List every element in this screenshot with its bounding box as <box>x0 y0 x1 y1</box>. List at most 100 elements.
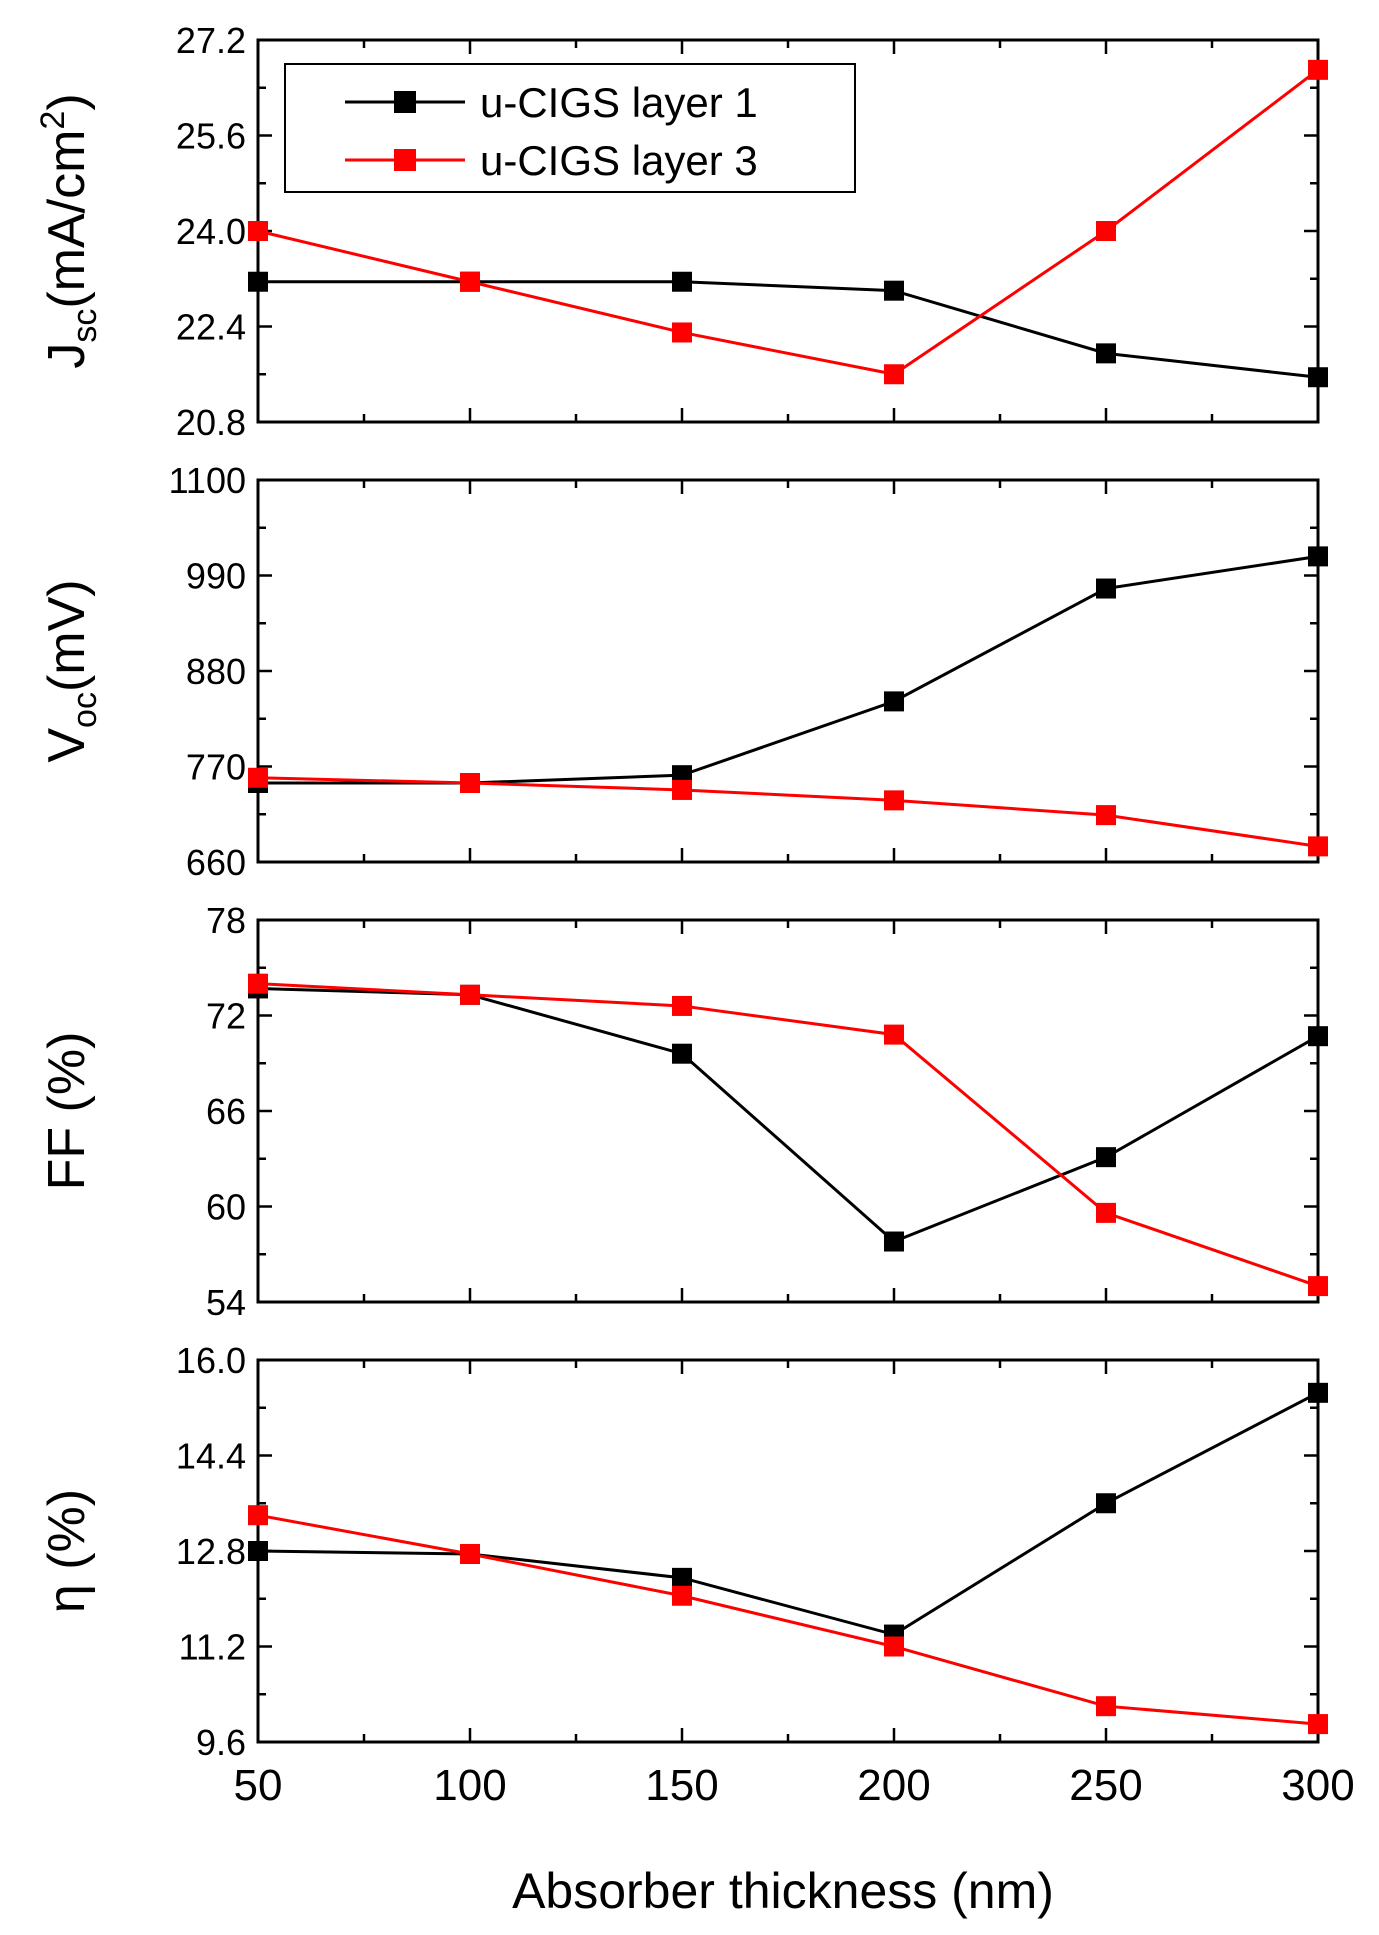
data-point-eta-2 <box>248 1505 268 1526</box>
data-point-eta-2 <box>884 1636 904 1657</box>
data-point-ff-2 <box>460 984 480 1005</box>
y-tick-label-jsc: 22.4 <box>176 307 246 348</box>
data-point-ff-2 <box>1308 1276 1328 1297</box>
data-point-ff-2 <box>1096 1202 1116 1223</box>
data-point-voc-2 <box>248 767 268 788</box>
y-label-main: FF (%) <box>38 1032 96 1191</box>
data-point-eta-1 <box>1308 1382 1328 1403</box>
y-tick-label-voc: 990 <box>186 556 246 597</box>
series-line-ff-1 <box>257 986 1319 1244</box>
data-point-jsc-1 <box>884 280 904 301</box>
plot-frame-voc <box>256 478 1320 864</box>
data-point-jsc-2 <box>884 364 904 385</box>
y-label-rest: (mV) <box>38 579 96 692</box>
x-tick-label: 250 <box>1069 1761 1142 1810</box>
legend-label-series-1: u-CIGS layer 1 <box>480 79 758 126</box>
y-tick-label-ff: 54 <box>206 1282 246 1323</box>
panel-eta: 9.6 11.2 12.8 14.4 16.0 η (%) <box>38 1340 1328 1763</box>
data-point-eta-2 <box>1096 1696 1116 1717</box>
data-point-eta-1 <box>672 1567 692 1588</box>
legend: u-CIGS layer 1 u-CIGS layer 3 <box>284 63 856 193</box>
data-point-eta-1 <box>248 1541 268 1561</box>
series-line-jsc-1 <box>258 280 1319 379</box>
data-point-voc-2 <box>1096 805 1116 826</box>
y-tick-label-eta: 11.2 <box>179 1627 246 1668</box>
y-label-end: ) <box>38 93 96 110</box>
data-point-ff-1 <box>1308 1026 1328 1047</box>
data-point-jsc-1 <box>1096 343 1116 364</box>
y-tick-label-voc: 770 <box>186 747 246 788</box>
data-point-jsc-1 <box>1308 367 1328 388</box>
data-point-ff-2 <box>672 995 692 1016</box>
legend-box <box>284 63 856 193</box>
data-point-voc-1 <box>1308 546 1328 567</box>
y-tick-label-ff: 72 <box>206 996 246 1037</box>
data-point-voc-2 <box>1308 836 1328 857</box>
y-label-rest: (mA/cm <box>38 130 96 309</box>
y-tick-label-jsc: 20.8 <box>176 402 246 443</box>
data-point-voc-2 <box>884 790 904 811</box>
y-axis-label-eta: η (%) <box>38 1489 96 1613</box>
data-point-voc-1 <box>1096 578 1116 599</box>
data-point-jsc-1 <box>672 271 692 292</box>
y-tick-label-voc: 1100 <box>169 460 246 501</box>
data-point-jsc-2 <box>1096 221 1116 241</box>
data-point-ff-2 <box>248 973 268 994</box>
y-label-subscript: oc <box>66 692 104 728</box>
series-line-voc-2 <box>257 776 1319 848</box>
series-line-eta-1 <box>257 1391 1319 1637</box>
plot-frame-eta <box>256 1358 1320 1744</box>
data-point-jsc-2 <box>1308 59 1328 80</box>
y-label-main: J <box>38 343 96 369</box>
data-point-ff-1 <box>1096 1147 1116 1168</box>
data-point-jsc-2 <box>248 221 268 241</box>
data-point-jsc-2 <box>460 271 480 292</box>
data-point-ff-2 <box>884 1024 904 1045</box>
y-label-main: η (%) <box>38 1489 96 1613</box>
y-axis-label-ff: FF (%) <box>38 1032 96 1191</box>
series-line-jsc-2 <box>257 68 1319 376</box>
y-tick-label-eta: 16.0 <box>176 1340 246 1381</box>
data-point-jsc-1 <box>248 271 268 292</box>
x-tick-label: 200 <box>857 1761 930 1810</box>
y-tick-label-eta: 14.4 <box>176 1436 246 1477</box>
series-line-voc-1 <box>258 554 1319 785</box>
y-tick-label-ff: 66 <box>206 1091 246 1132</box>
y-tick-label-eta: 12.8 <box>176 1531 246 1572</box>
panels: 20.8 22.4 24.0 25.6 27.2 Jsc(mA/cm2) 660 770 880… <box>34 20 1355 1810</box>
plot-frame-ff <box>256 918 1320 1304</box>
x-tick-label: 100 <box>433 1761 506 1810</box>
x-tick-label: 300 <box>1281 1761 1354 1810</box>
data-point-eta-1 <box>1096 1493 1116 1514</box>
y-label-main: V <box>38 728 96 763</box>
data-point-ff-1 <box>884 1231 904 1252</box>
panel-jsc: 20.8 22.4 24.0 25.6 27.2 Jsc(mA/cm2) <box>34 20 1328 443</box>
y-label-superscript: 2 <box>34 111 72 130</box>
x-tick-label: 150 <box>645 1761 718 1810</box>
y-axis-label-voc: Voc(mV) <box>38 579 104 762</box>
data-point-ff-1 <box>672 1043 692 1064</box>
data-point-jsc-2 <box>672 322 692 343</box>
x-tick-label: 50 <box>234 1761 283 1810</box>
y-tick-label-voc: 880 <box>186 651 246 692</box>
legend-marker-series-1 <box>394 91 416 113</box>
y-label-subscript: sc <box>66 309 104 343</box>
legend-marker-series-2 <box>394 149 416 171</box>
y-tick-label-ff: 78 <box>206 900 246 941</box>
y-tick-label-jsc: 24.0 <box>176 211 246 252</box>
data-point-voc-2 <box>460 772 480 793</box>
panel-ff: 54 60 66 72 78 FF (%) <box>38 900 1328 1323</box>
y-tick-label-voc: 660 <box>186 842 246 883</box>
series-line-eta-2 <box>257 1513 1319 1726</box>
data-point-eta-2 <box>672 1585 692 1606</box>
data-point-eta-2 <box>1308 1714 1328 1735</box>
x-axis-label: Absorber thickness (nm) <box>512 1863 1054 1919</box>
legend-label-series-2: u-CIGS layer 3 <box>480 137 758 184</box>
data-point-voc-1 <box>884 691 904 712</box>
data-point-eta-2 <box>460 1543 480 1564</box>
y-axis-label-jsc: Jsc(mA/cm2) <box>34 93 104 368</box>
y-tick-label-jsc: 25.6 <box>176 116 246 157</box>
series-line-ff-2 <box>257 982 1319 1288</box>
y-tick-label-jsc: 27.2 <box>176 20 246 61</box>
